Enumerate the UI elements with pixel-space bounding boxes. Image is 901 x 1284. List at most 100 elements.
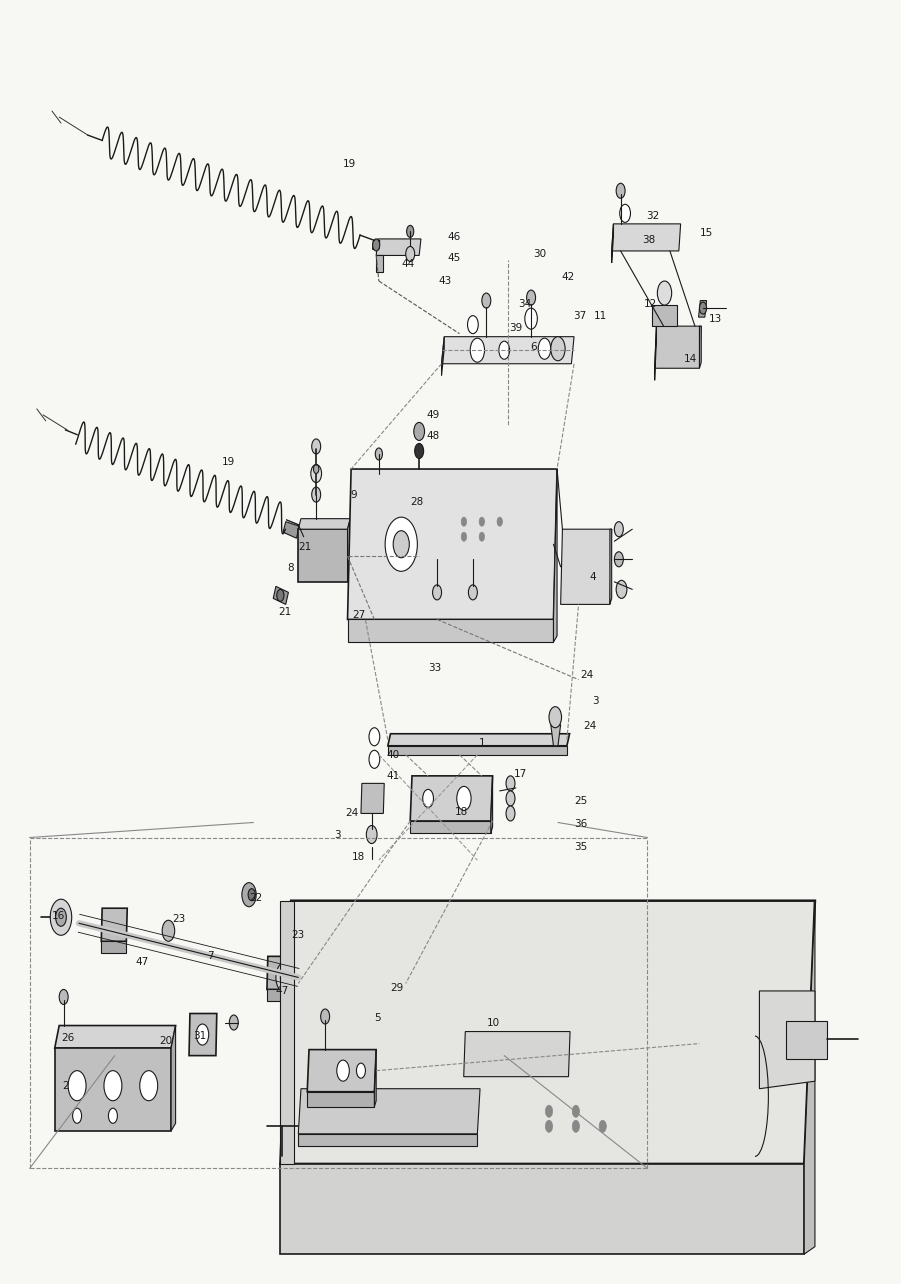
Text: 4: 4	[589, 573, 596, 583]
Polygon shape	[612, 223, 680, 250]
Text: 17: 17	[514, 769, 527, 779]
Polygon shape	[655, 326, 701, 369]
Polygon shape	[298, 519, 350, 529]
Polygon shape	[348, 519, 350, 582]
Text: 6: 6	[530, 343, 537, 352]
Text: 11: 11	[594, 311, 607, 321]
Polygon shape	[377, 256, 383, 272]
Circle shape	[699, 302, 706, 315]
Text: 32: 32	[646, 212, 659, 221]
Circle shape	[50, 899, 72, 935]
Text: 40: 40	[386, 750, 399, 760]
Circle shape	[321, 1009, 330, 1025]
Text: 21: 21	[298, 542, 312, 552]
Text: 41: 41	[386, 770, 399, 781]
Circle shape	[545, 1120, 552, 1132]
Circle shape	[599, 1120, 606, 1132]
Polygon shape	[377, 239, 421, 256]
Polygon shape	[280, 1163, 805, 1254]
Text: 43: 43	[439, 276, 452, 286]
Circle shape	[414, 422, 424, 440]
Text: 27: 27	[352, 610, 365, 620]
Polygon shape	[280, 900, 294, 1163]
Text: 47: 47	[275, 986, 288, 996]
Circle shape	[286, 933, 296, 951]
Circle shape	[469, 584, 478, 600]
Polygon shape	[805, 900, 815, 1254]
Polygon shape	[387, 746, 567, 755]
Polygon shape	[55, 1048, 171, 1131]
Circle shape	[393, 530, 409, 557]
Circle shape	[479, 532, 485, 542]
Polygon shape	[551, 724, 560, 746]
Circle shape	[479, 517, 485, 526]
Text: 24: 24	[345, 809, 358, 818]
Circle shape	[357, 1063, 366, 1079]
Polygon shape	[307, 1091, 375, 1107]
Circle shape	[311, 465, 322, 483]
Polygon shape	[410, 820, 491, 833]
Polygon shape	[307, 1049, 377, 1091]
Text: 9: 9	[350, 489, 357, 499]
Polygon shape	[348, 619, 553, 642]
Text: 7: 7	[207, 951, 214, 962]
Circle shape	[405, 247, 414, 262]
Circle shape	[312, 487, 321, 502]
Polygon shape	[171, 1026, 176, 1131]
Circle shape	[230, 1016, 238, 1030]
Polygon shape	[560, 529, 612, 605]
Text: 24: 24	[580, 670, 594, 681]
Polygon shape	[273, 587, 288, 605]
Circle shape	[524, 308, 537, 329]
Circle shape	[614, 552, 623, 566]
Circle shape	[526, 290, 535, 306]
Text: 45: 45	[448, 253, 461, 263]
Circle shape	[482, 293, 491, 308]
Polygon shape	[298, 1134, 478, 1145]
Text: 37: 37	[573, 311, 587, 321]
Polygon shape	[610, 529, 612, 605]
Polygon shape	[698, 300, 706, 317]
Circle shape	[104, 1071, 122, 1100]
Polygon shape	[787, 1021, 826, 1058]
Circle shape	[545, 1106, 552, 1117]
Polygon shape	[280, 900, 815, 1163]
Circle shape	[461, 517, 467, 526]
Circle shape	[337, 1061, 350, 1081]
Text: 31: 31	[194, 1031, 206, 1041]
Circle shape	[468, 316, 478, 334]
Text: 12: 12	[644, 299, 657, 308]
Circle shape	[376, 448, 382, 460]
Polygon shape	[101, 941, 126, 953]
Text: 5: 5	[375, 1013, 381, 1023]
Text: 8: 8	[287, 564, 294, 573]
Text: 44: 44	[401, 259, 414, 270]
Circle shape	[367, 826, 378, 844]
Text: 25: 25	[574, 796, 587, 806]
Circle shape	[506, 791, 515, 806]
Polygon shape	[410, 776, 493, 820]
Circle shape	[616, 184, 625, 198]
Circle shape	[620, 204, 631, 222]
Polygon shape	[553, 469, 557, 642]
Polygon shape	[101, 908, 127, 941]
Circle shape	[373, 239, 379, 250]
Text: 36: 36	[574, 819, 587, 829]
Text: 19: 19	[223, 457, 235, 466]
Polygon shape	[375, 1049, 377, 1107]
Text: 20: 20	[159, 1036, 173, 1045]
Text: 28: 28	[410, 497, 423, 507]
Circle shape	[406, 226, 414, 238]
Text: 15: 15	[699, 227, 713, 238]
Polygon shape	[387, 733, 569, 746]
Circle shape	[369, 750, 379, 768]
Polygon shape	[491, 776, 493, 833]
Circle shape	[68, 1071, 86, 1100]
Circle shape	[385, 517, 417, 571]
Text: 14: 14	[683, 354, 696, 365]
Circle shape	[457, 786, 471, 810]
Circle shape	[572, 1120, 579, 1132]
Polygon shape	[699, 326, 701, 369]
Text: 42: 42	[561, 271, 575, 281]
Polygon shape	[298, 1089, 480, 1134]
